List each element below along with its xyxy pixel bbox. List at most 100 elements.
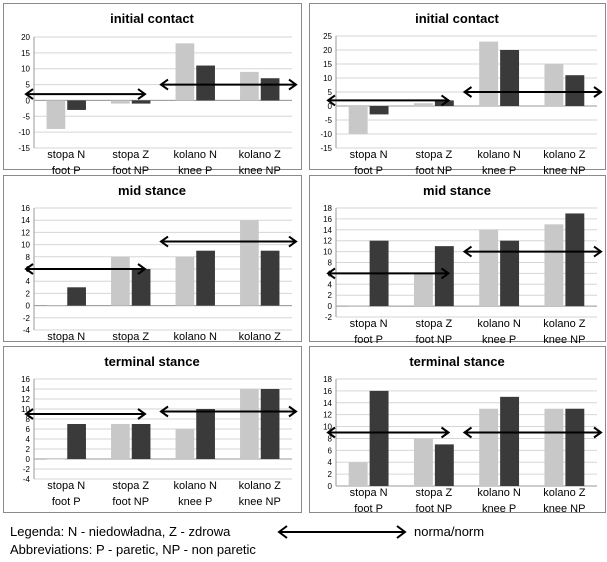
- norm-arrow: [326, 426, 451, 439]
- y-tick-label: 18: [323, 375, 332, 384]
- y-tick-label: 20: [323, 46, 332, 55]
- bar: [348, 106, 368, 134]
- chart-title: mid stance: [118, 183, 186, 198]
- bar: [348, 306, 368, 307]
- legend-abbreviations-pl: Legenda: N - niedowładna, Z - zdrowa: [10, 524, 231, 539]
- bar: [544, 224, 564, 307]
- chart-title: initial contact: [415, 11, 499, 26]
- y-tick-label: 25: [323, 32, 332, 41]
- y-tick-label: 4: [26, 435, 31, 444]
- y-tick-label: 14: [21, 385, 30, 394]
- y-tick-label: 8: [26, 253, 31, 262]
- y-tick-label: 8: [328, 434, 333, 443]
- y-tick-label: 10: [323, 423, 332, 432]
- chart-title: terminal stance: [104, 354, 199, 369]
- chart-title: mid stance: [423, 183, 491, 198]
- bar: [500, 50, 520, 106]
- bar: [348, 462, 368, 486]
- bar: [369, 106, 389, 115]
- norm-arrow: [159, 235, 298, 248]
- y-tick-label: 12: [323, 411, 332, 420]
- bar: [260, 250, 280, 306]
- norm-arrow: [326, 267, 451, 280]
- y-tick-label: -2: [23, 465, 31, 474]
- y-tick-label: 18: [323, 204, 332, 213]
- bar: [46, 459, 66, 460]
- y-tick-label: 0: [26, 302, 31, 311]
- bar: [240, 220, 259, 306]
- bar: [46, 100, 66, 129]
- y-tick-label: 12: [21, 228, 30, 237]
- y-tick-label: 12: [323, 237, 332, 246]
- y-tick-label: -15: [320, 144, 332, 153]
- bar: [131, 100, 151, 104]
- bar: [369, 390, 389, 486]
- y-tick-label: 8: [328, 259, 333, 268]
- norm-arrow: [326, 94, 451, 107]
- norm-arrow-icon: [277, 525, 407, 539]
- norm-arrow: [159, 78, 298, 91]
- y-tick-label: 20: [21, 33, 30, 42]
- y-tick-label: 6: [26, 425, 31, 434]
- bar: [196, 250, 215, 306]
- norm-arrow: [462, 426, 603, 439]
- bar: [500, 240, 520, 307]
- bar: [67, 424, 86, 459]
- y-tick-label: 16: [21, 204, 30, 213]
- y-tick-label: 14: [21, 216, 30, 225]
- y-tick-label: 12: [21, 395, 30, 404]
- norm-arrow: [24, 408, 147, 420]
- y-tick-label: 14: [323, 226, 332, 235]
- y-tick-label: 15: [21, 49, 30, 58]
- bar: [565, 213, 585, 307]
- bar: [565, 75, 585, 106]
- bar: [240, 389, 259, 459]
- bar: [67, 100, 86, 110]
- bar: [175, 43, 195, 101]
- y-tick-label: 6: [328, 446, 333, 455]
- bar: [565, 408, 585, 486]
- bar: [240, 71, 259, 101]
- bar: [67, 287, 86, 306]
- bar: [544, 64, 564, 106]
- chart-panel: initial contact -15 -10 -5 0 5 10 15 20 25 stopa N…: [309, 3, 606, 177]
- y-tick-label: -4: [23, 475, 31, 484]
- y-tick-label: 0: [26, 96, 31, 105]
- bar: [111, 424, 130, 459]
- y-tick-label: 14: [323, 399, 332, 408]
- y-tick-label: 10: [21, 405, 30, 414]
- bar: [175, 429, 195, 459]
- y-tick-label: 0: [328, 482, 333, 491]
- y-tick-label: -2: [23, 314, 31, 323]
- y-tick-label: 5: [26, 81, 31, 90]
- y-tick-label: 4: [328, 458, 333, 467]
- bar: [196, 65, 215, 101]
- y-tick-label: 2: [26, 289, 31, 298]
- norm-arrow: [24, 263, 147, 275]
- chart-title: terminal stance: [409, 354, 504, 369]
- y-tick-label: 4: [26, 277, 31, 286]
- bar: [196, 409, 215, 459]
- y-tick-label: 2: [26, 445, 31, 454]
- y-tick-label: 15: [323, 60, 332, 69]
- bar: [500, 396, 520, 486]
- y-tick-label: 10: [323, 248, 332, 257]
- norm-arrow: [159, 405, 298, 418]
- y-tick-label: -15: [18, 144, 30, 153]
- legend-norm-label: norma/norm: [414, 524, 485, 539]
